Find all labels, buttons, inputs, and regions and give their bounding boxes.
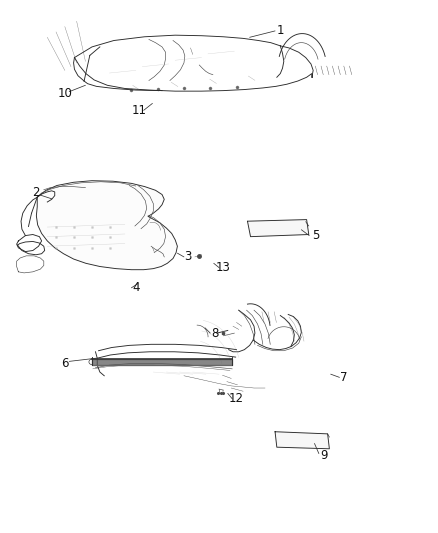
Polygon shape xyxy=(247,220,309,237)
Text: 8: 8 xyxy=(211,327,218,340)
Text: 4: 4 xyxy=(132,281,140,294)
Text: 5: 5 xyxy=(312,229,319,242)
Text: 10: 10 xyxy=(57,87,72,100)
Polygon shape xyxy=(275,432,329,449)
Text: 12: 12 xyxy=(229,392,244,405)
Text: 9: 9 xyxy=(320,449,328,462)
Text: 7: 7 xyxy=(340,371,348,384)
Text: 2: 2 xyxy=(32,187,40,199)
Text: 13: 13 xyxy=(216,261,231,274)
Text: 3: 3 xyxy=(185,251,192,263)
Text: 6: 6 xyxy=(61,357,69,370)
Text: 11: 11 xyxy=(132,104,147,117)
Text: 1: 1 xyxy=(276,25,284,37)
Polygon shape xyxy=(36,181,177,270)
